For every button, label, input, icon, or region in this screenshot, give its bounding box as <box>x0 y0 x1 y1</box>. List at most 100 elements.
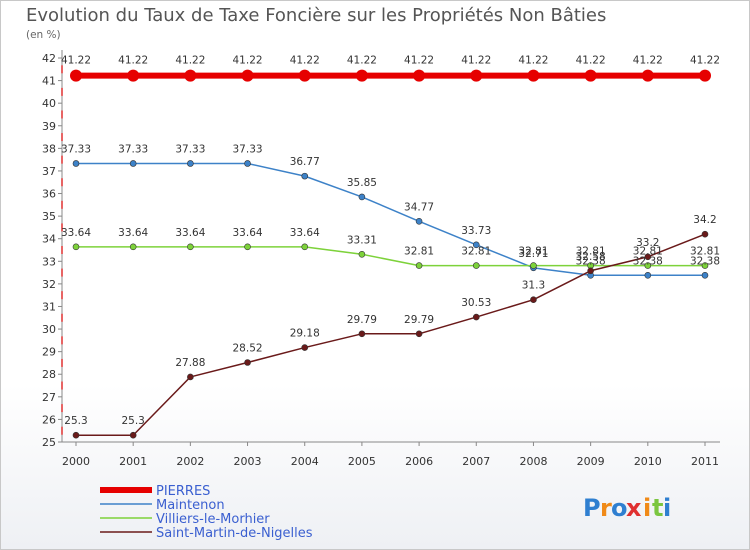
data-label: 28.52 <box>233 342 263 354</box>
data-label: 41.22 <box>633 55 663 67</box>
data-label: 32.81 <box>461 246 491 258</box>
data-label: 41.22 <box>461 55 491 67</box>
data-label: 37.33 <box>233 143 263 155</box>
brand-letter: o <box>611 494 628 522</box>
data-point <box>699 69 711 82</box>
data-point <box>244 160 251 167</box>
y-tick-label: 37 <box>42 165 56 178</box>
data-point <box>587 267 594 275</box>
data-point <box>470 69 483 82</box>
brand-letter: r <box>600 494 612 522</box>
data-point <box>701 262 709 269</box>
data-point <box>358 250 366 258</box>
data-label: 27.88 <box>175 357 205 369</box>
data-label: 29.18 <box>290 328 320 340</box>
y-tick-label: 36 <box>42 188 56 201</box>
y-tick-label: 39 <box>42 120 56 133</box>
x-tick-label: 2006 <box>405 455 433 468</box>
data-label: 29.79 <box>404 314 434 326</box>
data-point <box>530 262 537 269</box>
brand-letter: i <box>643 494 651 522</box>
x-tick-label: 2007 <box>462 455 490 468</box>
data-label: 32.38 <box>576 255 606 267</box>
data-point <box>301 243 309 251</box>
series-line-3 <box>76 233 706 436</box>
data-point <box>415 330 423 338</box>
y-tick-label: 32 <box>42 278 56 291</box>
data-point <box>187 243 194 251</box>
data-label: 33.73 <box>461 225 491 237</box>
data-label: 34.77 <box>404 201 434 213</box>
data-label: 37.33 <box>61 143 91 155</box>
data-point <box>129 431 137 439</box>
data-point <box>701 271 709 279</box>
data-label: 41.22 <box>576 55 606 67</box>
legend-label: PIERRES <box>156 484 210 499</box>
data-point <box>184 69 197 82</box>
data-point <box>358 330 366 338</box>
brand-letter: t <box>652 494 663 522</box>
data-point <box>413 69 426 82</box>
data-label: 33.2 <box>636 237 659 249</box>
y-tick-label: 28 <box>42 368 56 381</box>
data-label: 25.3 <box>64 415 87 427</box>
data-point <box>644 253 652 261</box>
data-point <box>358 193 366 201</box>
y-tick-label: 34 <box>42 233 56 246</box>
data-label: 36.77 <box>290 156 320 168</box>
x-tick-label: 2008 <box>519 455 547 468</box>
data-label: 29.79 <box>347 314 377 326</box>
data-point <box>129 243 137 251</box>
data-point <box>701 230 709 238</box>
data-point <box>72 243 80 251</box>
y-tick-label: 38 <box>42 142 56 155</box>
data-point <box>584 69 597 82</box>
data-label: 32.38 <box>690 255 720 267</box>
y-tick-label: 33 <box>42 255 56 268</box>
data-label: 41.22 <box>690 55 720 67</box>
y-tick-label: 41 <box>42 75 56 88</box>
data-label: 33.31 <box>347 234 377 246</box>
data-label: 33.64 <box>118 227 148 239</box>
x-tick-label: 2011 <box>691 455 719 468</box>
data-point <box>298 69 311 82</box>
data-label: 37.33 <box>175 143 205 155</box>
data-point <box>72 431 80 439</box>
data-label: 32.71 <box>518 248 548 260</box>
data-point <box>301 344 309 351</box>
x-tick-label: 2009 <box>577 455 605 468</box>
y-tick-label: 29 <box>42 346 56 359</box>
data-point <box>244 359 251 366</box>
data-label: 33.64 <box>61 227 91 239</box>
data-label: 41.22 <box>404 55 434 67</box>
data-point <box>641 69 654 82</box>
data-label: 32.81 <box>690 246 720 258</box>
x-tick-label: 2010 <box>634 455 662 468</box>
data-point <box>530 296 537 303</box>
data-point <box>187 160 194 167</box>
data-label: 41.22 <box>118 55 148 67</box>
x-tick-label: 2002 <box>176 455 204 468</box>
brand-letter: x <box>626 494 642 522</box>
x-tick-label: 2001 <box>119 455 147 468</box>
data-point <box>244 243 251 251</box>
data-point <box>70 69 82 82</box>
data-label: 33.64 <box>175 227 205 239</box>
data-label: 41.22 <box>518 55 548 67</box>
brand-letter: P <box>583 494 601 522</box>
data-point <box>472 313 480 321</box>
data-label: 41.22 <box>290 55 320 67</box>
data-label: 32.81 <box>576 246 606 258</box>
data-label: 41.22 <box>61 55 91 67</box>
chart-subtitle: (en %) <box>26 29 61 41</box>
x-tick-label: 2005 <box>348 455 376 468</box>
chart-title: Evolution du Taux de Taxe Foncière sur l… <box>26 5 606 26</box>
legend-label: Villiers-le-Morhier <box>156 512 270 527</box>
data-label: 34.2 <box>693 214 716 226</box>
brand-letter: i <box>663 494 671 522</box>
data-label: 41.22 <box>347 55 377 67</box>
data-label: 30.53 <box>461 297 491 309</box>
data-label: 32.38 <box>633 255 663 267</box>
series-line-2 <box>76 246 705 267</box>
